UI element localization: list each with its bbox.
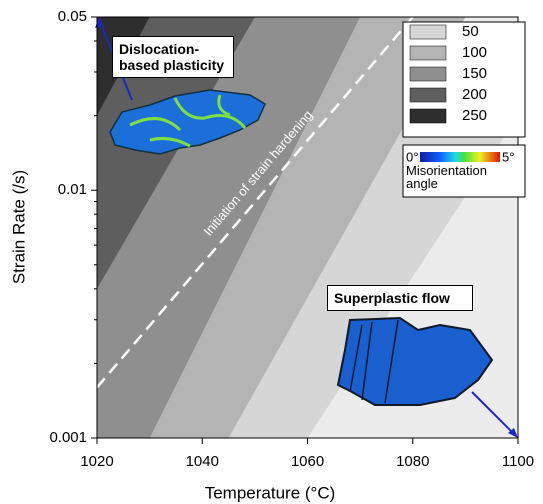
legend-label: 100 <box>462 44 487 61</box>
legend-label: 150 <box>462 65 487 82</box>
x-tick-label: 1080 <box>396 453 429 470</box>
legend-swatch <box>410 88 446 102</box>
annotation: Dislocation-based plasticity <box>112 36 234 78</box>
x-tick-label: 1060 <box>291 453 324 470</box>
y-tick-label: 0.001 <box>49 429 87 446</box>
legend-label: 50 <box>462 23 479 40</box>
colorbar-max: 5° <box>502 149 514 164</box>
colorbar-label: Misorientation angle <box>406 164 521 190</box>
legend-swatch <box>410 67 446 81</box>
legend-label: 200 <box>462 86 487 103</box>
x-tick-label: 1100 <box>502 453 534 470</box>
y-tick-label: 0.05 <box>58 8 87 25</box>
colorbar <box>420 152 500 162</box>
legend-swatch <box>410 46 446 60</box>
x-tick-label: 1020 <box>80 453 113 470</box>
y-tick-label: 0.01 <box>58 181 87 198</box>
page: 50100150200250 0° 5° Temperature (°C) St… <box>0 0 543 504</box>
chart: 50100150200250 0° 5° Temperature (°C) St… <box>0 0 543 504</box>
x-tick-label: 1040 <box>186 453 219 470</box>
legend-label: 250 <box>462 107 487 124</box>
x-axis-title: Temperature (°C) <box>205 483 336 502</box>
annotation: Superplastic flow <box>327 285 473 311</box>
legend-swatch <box>410 109 446 123</box>
y-axis-title: Strain Rate (/s) <box>9 170 28 284</box>
legend-swatch <box>410 25 446 39</box>
